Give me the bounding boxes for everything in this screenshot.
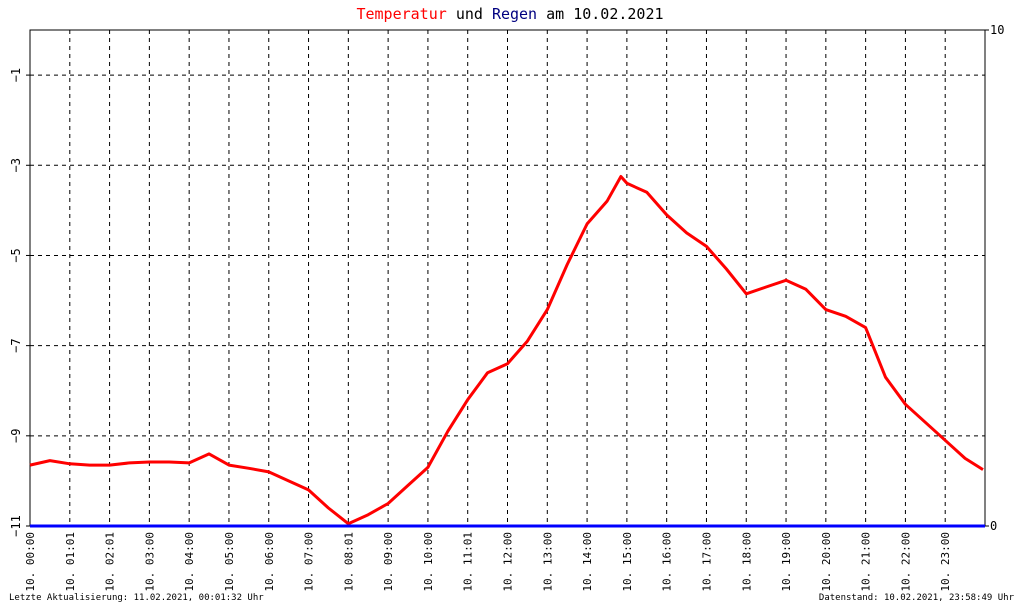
x-tick-label: 10. 23:00 — [939, 532, 952, 592]
footer-data-status: Datenstand: 10.02.2021, 23:58:49 Uhr — [818, 593, 1014, 603]
title-and: und — [455, 5, 483, 23]
x-tick-label: 10. 21:00 — [860, 532, 873, 592]
x-tick-label: 10. 05:00 — [223, 532, 236, 592]
x-tick-label: 10. 13:00 — [541, 532, 554, 592]
x-tick-label: 10. 11:01 — [462, 532, 475, 592]
x-tick-label: 10. 16:00 — [661, 532, 674, 592]
x-tick-label: 10. 20:00 — [820, 532, 833, 592]
x-tick-label: 10. 01:01 — [64, 532, 77, 592]
x-tick-label: 10. 09:00 — [382, 532, 395, 592]
title-rain: Regen — [491, 5, 538, 23]
x-tick-label: 10. 19:00 — [780, 532, 793, 592]
x-tick-label: 10. 03:00 — [143, 532, 156, 592]
y-left-tick-label: −1 — [9, 68, 23, 82]
x-tick-label: 10. 07:00 — [303, 532, 316, 592]
y-left-tick-label: −9 — [9, 429, 23, 443]
x-tick-label: 10. 06:00 — [263, 532, 276, 592]
x-tick-label: 10. 10:00 — [422, 532, 435, 592]
y-right-tick-label: 0 — [990, 519, 997, 533]
x-tick-label: 10. 00:00 — [24, 532, 37, 592]
x-tick-label: 10. 12:00 — [502, 532, 515, 592]
y-left-tick-label: −5 — [9, 248, 23, 262]
x-tick-label: 10. 04:00 — [183, 532, 196, 592]
series-line-temperatur — [29, 175, 984, 526]
title-temperature: Temperatur — [356, 5, 447, 23]
x-tick-label: 10. 15:00 — [621, 532, 634, 592]
y-left-tick-label: −11 — [9, 515, 23, 537]
x-tick-label: 10. 18:00 — [740, 532, 753, 592]
x-tick-label: 10. 02:01 — [104, 532, 117, 592]
x-tick-label: 10. 14:00 — [581, 532, 594, 592]
chart-title: Temperatur und Regen am 10.02.2021 — [0, 5, 1020, 23]
y-left-tick-label: −7 — [9, 338, 23, 352]
title-date: am 10.02.2021 — [546, 5, 664, 23]
x-tick-label: 10. 17:00 — [700, 532, 713, 592]
y-left-tick-label: −3 — [9, 158, 23, 172]
x-tick-label: 10. 08:01 — [342, 532, 355, 592]
footer-last-update: Letzte Aktualisierung: 11.02.2021, 00:01… — [9, 593, 264, 603]
y-right-tick-label: 10 — [990, 23, 1004, 37]
x-tick-label: 10. 22:00 — [899, 532, 912, 592]
